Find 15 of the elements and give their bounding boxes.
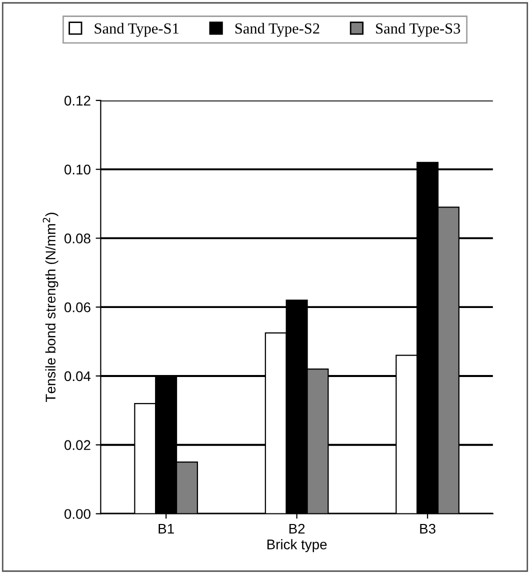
y-tick-label: 0.06 <box>64 302 90 312</box>
legend-label: Sand Type-S2 <box>235 22 320 37</box>
y-tick-label: 0.12 <box>64 96 90 106</box>
legend-label: Sand Type-S3 <box>376 22 460 37</box>
legend-label: Sand Type-S1 <box>94 22 178 37</box>
x-tick-label: B3 <box>420 524 436 534</box>
x-axis-title: Brick type <box>267 539 327 552</box>
y-tick-label: 0.10 <box>64 164 90 174</box>
y-tick-label: 0.00 <box>64 509 90 519</box>
x-tick-label: B1 <box>158 524 174 534</box>
y-axis-title: Tensile bond strength (N/mm$^{2}$) <box>42 212 58 402</box>
x-tick-label: B2 <box>289 524 305 534</box>
y-tick-label: 0.04 <box>64 371 91 382</box>
y-tick-label: 0.02 <box>64 440 90 450</box>
y-tick-label: 0.08 <box>64 234 90 244</box>
